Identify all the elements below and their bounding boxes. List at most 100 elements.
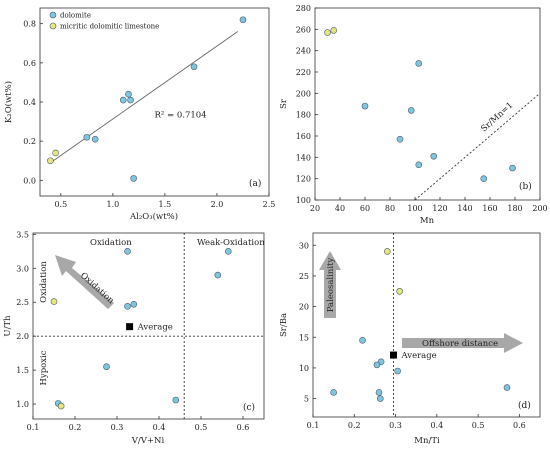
y-ticks-b: 100 120 140 160 180 200 220 240 260 280 bbox=[296, 4, 318, 205]
average-marker-d bbox=[389, 351, 397, 359]
dolomite-point bbox=[396, 135, 404, 143]
average-marker-c bbox=[126, 323, 134, 331]
x-tick-label: 0.1 bbox=[27, 423, 40, 432]
y-tick-label: 15 bbox=[299, 333, 309, 342]
dolomite-point bbox=[359, 337, 366, 344]
zone-label-weak-oxidation: Weak-Oxidation bbox=[197, 238, 265, 248]
dolomite-point bbox=[415, 161, 423, 169]
y-ticks-d: 5 10 15 20 25 30 bbox=[299, 241, 316, 404]
oxidation-trend-arrow bbox=[55, 255, 114, 309]
y-tick-label: 1.0 bbox=[16, 400, 29, 409]
x-ticks-b: 20 40 60 80 100 120 140 160 180 200 bbox=[310, 197, 548, 213]
dolomite-point bbox=[509, 164, 516, 172]
y-tick-label: 180 bbox=[296, 111, 311, 120]
limestone-point bbox=[47, 157, 54, 165]
y-tick-label: 160 bbox=[296, 132, 311, 141]
x-ticks-a: 0.5 1.0 1.5 2.0 2.5 bbox=[54, 193, 275, 209]
zone-label-oxidation-side: Oxidation bbox=[39, 261, 49, 303]
y-tick-label: 220 bbox=[296, 68, 311, 77]
panel-d: 0.1 0.2 0.3 0.4 0.5 0.6 5 10 15 20 25 30 Paleosali… bbox=[279, 232, 541, 446]
dolomite-point bbox=[415, 60, 423, 67]
offshore-distance-arrow bbox=[402, 333, 523, 353]
x-axis-label-c: V/V+Ni bbox=[131, 436, 165, 446]
dolomite-point bbox=[91, 135, 99, 143]
dolomite-point bbox=[330, 389, 337, 396]
limestone-point bbox=[330, 27, 338, 34]
x-tick-label: 0.2 bbox=[348, 421, 361, 430]
limestone-point bbox=[383, 248, 391, 255]
y-tick-label: 0.8 bbox=[23, 20, 36, 29]
dolomite-point bbox=[376, 395, 384, 402]
x-tick-label: 0.5 bbox=[195, 423, 208, 432]
x-tick-label: 20 bbox=[310, 204, 320, 213]
dolomite-point bbox=[119, 96, 127, 104]
panel-label-d: (d) bbox=[518, 400, 531, 411]
y-tick-label: 2.0 bbox=[16, 332, 29, 341]
y-tick-label: 3.0 bbox=[16, 264, 29, 273]
r-squared-label: R² = 0.7104 bbox=[155, 111, 207, 121]
panel-a: 0.5 1.0 1.5 2.0 2.5 0.0 0.2 0.4 0.6 0.8 R² = 0.7… bbox=[3, 7, 275, 222]
limestone-point bbox=[324, 29, 331, 36]
x-tick-label: 0.6 bbox=[513, 421, 526, 430]
dolomite-point bbox=[125, 90, 132, 98]
dolomite-point bbox=[127, 96, 134, 104]
dolomite-point bbox=[83, 133, 91, 141]
dolomite-point bbox=[172, 396, 180, 404]
x-tick-label: 140 bbox=[457, 204, 472, 213]
plot-frame-a bbox=[39, 7, 270, 197]
x-tick-label: 100 bbox=[407, 204, 422, 213]
points-b bbox=[324, 27, 516, 182]
zone-label-oxidation: Oxidation bbox=[90, 238, 132, 248]
x-axis-label-d: Mn/Ti bbox=[414, 436, 440, 446]
panel-c: 0.1 0.2 0.3 0.4 0.5 0.6 1.0 1.5 2.0 2.5 3.0 3.5 Ox… bbox=[3, 230, 265, 446]
y-ticks-a: 0.0 0.2 0.4 0.6 0.8 bbox=[23, 20, 43, 185]
y-axis-label-a: K₂O(wt%) bbox=[3, 81, 14, 123]
y-axis-label-b: Sr bbox=[279, 98, 289, 109]
limestone-point bbox=[50, 298, 58, 305]
dolomite-point bbox=[361, 102, 369, 110]
x-tick-label: 0.3 bbox=[111, 423, 124, 432]
y-tick-label: 0.6 bbox=[23, 59, 36, 68]
dolomite-point bbox=[130, 300, 138, 308]
x-tick-label: 180 bbox=[507, 204, 522, 213]
y-tick-label: 240 bbox=[296, 47, 311, 56]
x-tick-label: 0.2 bbox=[69, 423, 82, 432]
limestone-point bbox=[396, 287, 403, 295]
x-tick-label: 2.0 bbox=[211, 200, 224, 209]
plot-frame-d bbox=[312, 232, 541, 418]
panel-label-c: (c) bbox=[243, 402, 255, 413]
y-ticks-c: 1.0 1.5 2.0 2.5 3.0 3.5 bbox=[16, 230, 36, 409]
y-tick-label: 120 bbox=[296, 175, 311, 184]
y-tick-label: 2.5 bbox=[16, 298, 29, 307]
x-tick-label: 80 bbox=[385, 204, 395, 213]
x-tick-label: 1.5 bbox=[159, 200, 172, 209]
x-tick-label: 0.3 bbox=[389, 421, 402, 430]
arrow-label-paleosalinity: Paleosalinity bbox=[326, 258, 336, 313]
limestone-point bbox=[57, 402, 65, 410]
reference-line-b bbox=[414, 92, 540, 200]
y-tick-label: 30 bbox=[299, 241, 309, 250]
x-tick-label: 0.4 bbox=[430, 421, 443, 430]
y-tick-label: 25 bbox=[299, 272, 309, 281]
y-tick-label: 20 bbox=[299, 303, 309, 312]
x-tick-label: 0.5 bbox=[54, 200, 67, 209]
dolomite-point bbox=[375, 389, 383, 396]
points-a bbox=[47, 16, 247, 182]
paleosalinity-arrow bbox=[319, 251, 341, 318]
y-tick-label: 280 bbox=[296, 4, 311, 13]
x-ticks-c: 0.1 0.2 0.3 0.4 0.5 0.6 bbox=[27, 416, 249, 432]
y-tick-label: 200 bbox=[296, 89, 311, 98]
x-tick-label: 120 bbox=[432, 204, 447, 213]
legend-label-limestone: micritic dolomitic limestone bbox=[60, 23, 159, 31]
dolomite-point bbox=[124, 248, 131, 255]
dolomite-point bbox=[430, 152, 438, 160]
plot-frame-b bbox=[314, 7, 541, 201]
x-tick-label: 2.5 bbox=[263, 200, 276, 209]
y-tick-label: 260 bbox=[296, 25, 311, 34]
x-tick-label: 60 bbox=[360, 204, 370, 213]
x-ticks-d: 0.1 0.2 0.3 0.4 0.5 0.6 bbox=[307, 414, 526, 430]
x-axis-label-b: Mn bbox=[420, 216, 435, 226]
x-tick-label: 40 bbox=[335, 204, 345, 213]
legend-label-dolomite: dolomite bbox=[60, 12, 91, 20]
